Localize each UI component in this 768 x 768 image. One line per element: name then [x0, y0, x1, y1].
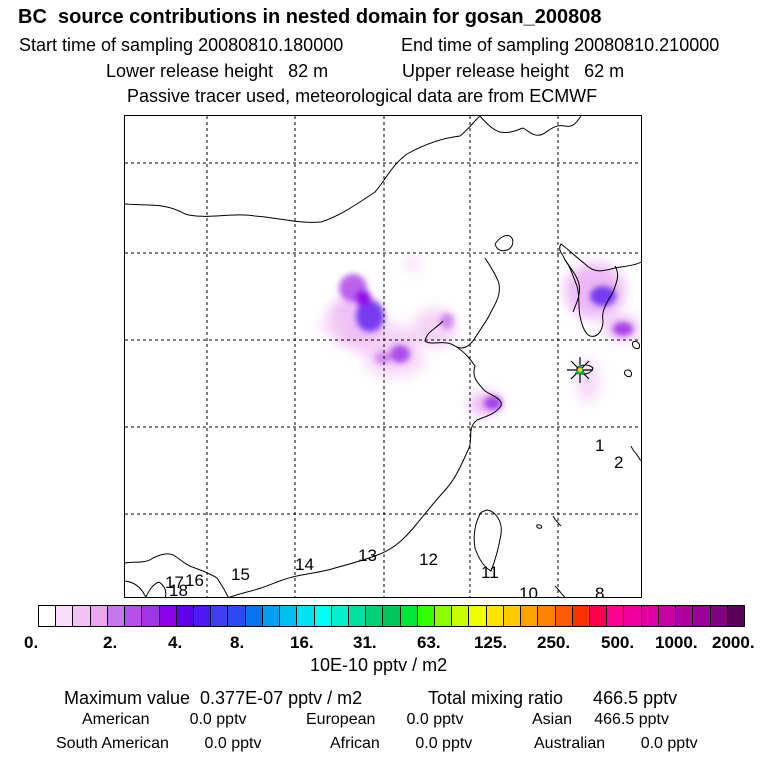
colorbar-segment — [56, 606, 74, 626]
trajectory-label: 11 — [481, 563, 499, 582]
colorbar-segment — [624, 606, 642, 626]
colorbar-tick: 125. — [474, 633, 508, 652]
colorbar-segment — [107, 606, 126, 626]
asian-contribution: Asian 466.5 pptv — [532, 711, 669, 728]
colorbar-tick: 500. — [601, 633, 635, 652]
european-contribution: European 0.0 pptv — [306, 711, 464, 728]
colorbar-segment — [693, 606, 711, 626]
trajectory-label: 16 — [185, 571, 204, 590]
colorbar-segment — [262, 606, 281, 626]
colorbar-segment — [159, 606, 177, 626]
south-american-contribution: South American 0.0 pptv — [56, 735, 262, 752]
colorbar-segment — [348, 606, 367, 626]
upper-release-height: Upper release height 62 m — [402, 61, 625, 81]
colorbar-segment — [90, 606, 108, 626]
sampling-end-time: End time of sampling 20080810.210000 — [401, 35, 720, 55]
total-mixing-ratio: Total mixing ratio 466.5 pptv — [428, 688, 678, 708]
trajectory-label: 14 — [295, 555, 314, 574]
colorbar-tick: 4. — [168, 633, 183, 652]
american-contribution: American 0.0 pptv — [82, 711, 247, 728]
colorbar-tick: 8. — [230, 633, 245, 652]
colorbar-segment — [538, 606, 556, 626]
colorbar-tick: 250. — [537, 633, 571, 652]
colorbar-segment — [435, 606, 453, 626]
african-contribution: African 0.0 pptv — [330, 735, 473, 752]
tracer-note: Passive tracer used, meteorological data… — [127, 86, 598, 106]
trajectory-label: 18 — [169, 581, 188, 598]
trajectory-label: 12 — [419, 550, 438, 569]
plume-china-core — [339, 274, 633, 410]
colorbar-segment — [331, 606, 349, 626]
trajectory-label: 17 — [165, 573, 184, 592]
colorbar-segment — [211, 606, 229, 626]
colorbar-segment — [400, 606, 418, 626]
sampling-start-time: Start time of sampling 20080810.180000 — [19, 35, 344, 55]
colorbar-tick: 31. — [353, 633, 377, 652]
colorbar-segment — [607, 606, 625, 626]
trajectory-label: 1 — [595, 436, 604, 455]
colorbar-segment — [383, 606, 401, 626]
receptor-star-icon — [567, 357, 593, 383]
colorbar-segment — [142, 606, 160, 626]
colorbar-segment — [228, 606, 246, 626]
colorbar-units: 10E-10 pptv / m2 — [310, 655, 448, 675]
colorbar-segment — [486, 606, 504, 626]
colorbar-segment — [469, 606, 487, 626]
colorbar-segment — [297, 606, 315, 626]
map-canvas: 1 2 8 10 11 12 13 14 15 16 17 18 — [125, 116, 641, 598]
colorbar-tick: 16. — [290, 633, 314, 652]
colorbar-tick: 1000. — [655, 633, 698, 652]
colorbar-segment — [280, 606, 298, 626]
lower-release-height: Lower release height 82 m — [106, 61, 329, 81]
coastlines — [125, 116, 641, 597]
colorbar-segment — [245, 606, 263, 626]
colorbar-tick: 2000. — [712, 633, 755, 652]
colorbar-segment — [39, 606, 57, 626]
trajectory-label: 13 — [358, 546, 377, 565]
colorbar-segment — [176, 606, 194, 626]
trajectory-label: 8 — [595, 584, 604, 598]
colorbar-segment — [73, 606, 91, 626]
trajectory-label: 10 — [519, 584, 538, 598]
colorbar-segment — [193, 606, 212, 626]
colorbar-tick: 63. — [417, 633, 441, 652]
maximum-value: Maximum value 0.377E-07 pptv / m2 — [64, 688, 363, 708]
map-panel: 1 2 8 10 11 12 13 14 15 16 17 18 — [124, 115, 642, 598]
colorbar-tick: 0. — [24, 633, 39, 652]
trajectory-label: 15 — [231, 565, 250, 584]
lat-lon-grid — [125, 116, 641, 597]
australian-contribution: Australian 0.0 pptv — [534, 735, 698, 752]
colorbar-segment — [727, 606, 744, 626]
colorbar-segment — [417, 606, 436, 626]
colorbar-segment — [641, 606, 659, 626]
colorbar-tick: 2. — [103, 633, 118, 652]
colorbar-segment — [125, 606, 143, 626]
colorbar-segment — [314, 606, 332, 626]
colorbar-segment — [658, 606, 677, 626]
colorbar-segment — [710, 606, 728, 626]
colorbar-segment — [590, 606, 608, 626]
figure-title: BC source contributions in nested domain… — [18, 6, 602, 28]
colorbar-segment — [521, 606, 539, 626]
colorbar-segment — [452, 606, 470, 626]
color-scale-bar — [38, 605, 745, 627]
colorbar-segment — [366, 606, 384, 626]
colorbar-segment — [676, 606, 694, 626]
colorbar-segment — [572, 606, 590, 626]
trajectory-label: 2 — [614, 453, 623, 472]
colorbar-segment — [555, 606, 573, 626]
trajectory-labels: 1 2 8 10 11 12 13 14 15 16 17 18 — [165, 436, 623, 598]
colorbar-segment — [503, 606, 522, 626]
